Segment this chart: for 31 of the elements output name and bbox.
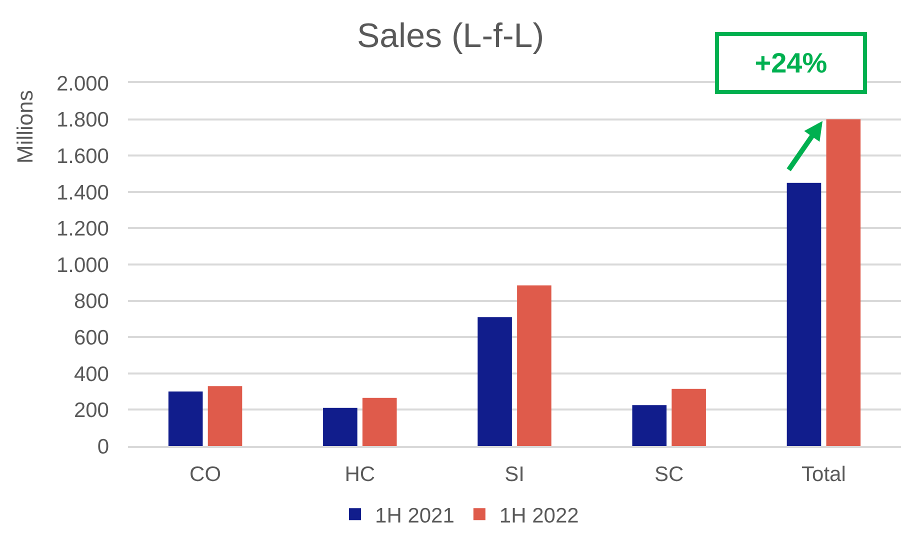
bar: [672, 388, 706, 446]
y-tick-label: 1.000: [56, 254, 109, 277]
bar: [362, 398, 397, 446]
y-tick-label: 2.000: [56, 72, 109, 96]
x-tick-label: SI: [504, 462, 524, 486]
bar: [323, 408, 358, 446]
y-tick-label: 600: [74, 326, 109, 350]
x-tick-label: Total: [802, 462, 846, 486]
bar: [786, 182, 822, 446]
chart-title: Sales (L-f-L): [356, 16, 544, 55]
legend-label: 1H 2022: [499, 504, 579, 528]
bar: [208, 386, 242, 446]
annotation: +24%: [754, 48, 828, 78]
y-tick-label: 400: [74, 362, 109, 386]
bar: [168, 392, 203, 446]
y-tick-label: 1.400: [56, 181, 109, 204]
y-tick-label: 200: [74, 399, 109, 422]
y-axis-title: Millions: [12, 90, 38, 164]
bar: [478, 317, 512, 446]
y-tick-label: 800: [74, 290, 109, 314]
y-tick-label: 1.800: [56, 108, 109, 132]
y-tick-label: 1.600: [56, 144, 109, 168]
x-tick-label: SC: [654, 462, 684, 486]
y-tick-label: 1.200: [56, 218, 109, 241]
bar: [826, 119, 861, 446]
x-tick-label: HC: [344, 462, 376, 486]
bar: [632, 405, 667, 446]
legend-label: 1H 2021: [375, 504, 454, 528]
x-tick-label: CO: [190, 462, 222, 486]
y-tick-label: 0: [97, 435, 109, 458]
bar: [517, 285, 552, 446]
